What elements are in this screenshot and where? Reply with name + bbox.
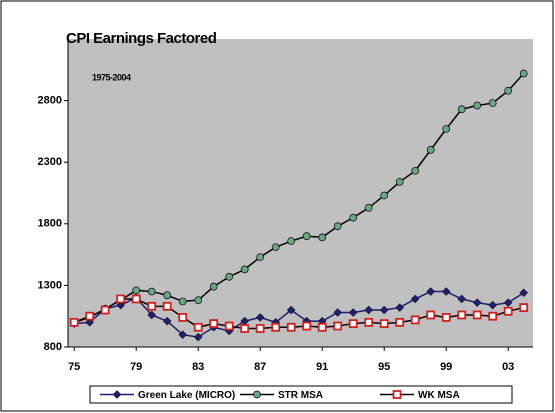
data-point — [379, 305, 389, 315]
data-point — [147, 301, 157, 311]
data-point — [256, 253, 265, 261]
data-point — [225, 272, 234, 281]
y-tick-label: 1800 — [38, 218, 62, 230]
data-point — [364, 317, 374, 327]
data-point — [395, 178, 404, 186]
data-point — [193, 322, 203, 332]
data-point — [379, 319, 389, 328]
data-point — [131, 294, 141, 304]
data-point — [255, 324, 265, 333]
data-point — [286, 322, 296, 332]
data-point — [240, 324, 250, 333]
data-point — [364, 203, 373, 212]
data-point — [441, 287, 451, 296]
data-point — [178, 297, 187, 306]
legend-marker — [112, 390, 122, 399]
data-point — [194, 296, 203, 305]
data-point — [271, 322, 281, 332]
data-point — [333, 321, 343, 331]
data-point — [147, 310, 157, 320]
data-point — [519, 288, 529, 298]
data-point — [132, 286, 141, 295]
y-tick-label: 2300 — [38, 156, 62, 168]
data-point — [488, 300, 498, 310]
data-point — [426, 310, 436, 320]
data-point — [503, 306, 513, 316]
data-point — [410, 294, 420, 304]
x-tick-label: 75 — [68, 361, 80, 373]
data-point — [85, 311, 95, 321]
data-point — [503, 298, 513, 308]
data-point — [162, 316, 172, 326]
data-point — [488, 99, 497, 107]
data-point — [100, 305, 110, 315]
data-point — [193, 332, 203, 342]
legend-marker — [392, 390, 402, 399]
data-point — [209, 282, 218, 291]
y-tick-label: 1300 — [38, 279, 62, 291]
data-point — [519, 69, 528, 78]
data-point — [472, 310, 482, 320]
data-point — [271, 243, 280, 252]
data-point — [395, 317, 405, 327]
legend — [89, 385, 513, 404]
data-point — [240, 265, 249, 274]
data-point — [224, 321, 234, 331]
data-point — [504, 86, 513, 95]
data-point — [333, 308, 343, 317]
data-point — [380, 191, 389, 200]
x-tick-label: 79 — [130, 361, 142, 373]
data-point — [287, 237, 296, 245]
data-point — [426, 146, 435, 154]
legend-marker — [253, 390, 261, 399]
data-point — [426, 287, 436, 296]
data-point — [442, 125, 451, 133]
data-point — [457, 105, 466, 114]
data-point — [395, 303, 405, 312]
x-tick-label: 83 — [192, 361, 204, 373]
data-point — [178, 313, 188, 322]
annotation: 1975-2004 — [92, 72, 131, 82]
data-point — [364, 305, 374, 315]
data-point — [302, 232, 311, 240]
data-point — [69, 317, 79, 327]
data-point — [472, 298, 482, 308]
legend-label: Green Lake (MICRO) — [138, 390, 235, 401]
data-point — [333, 222, 342, 231]
data-point — [457, 310, 467, 320]
legend-label: STR MSA — [278, 390, 323, 401]
data-point — [318, 233, 327, 242]
data-point — [116, 294, 126, 304]
data-point — [255, 313, 265, 322]
data-point — [488, 311, 498, 321]
data-point — [349, 213, 358, 222]
data-point — [147, 287, 156, 296]
data-point — [410, 315, 420, 325]
data-point — [348, 319, 358, 328]
y-tick-label: 2800 — [38, 95, 62, 107]
data-point — [286, 305, 296, 315]
data-point — [163, 291, 172, 300]
data-point — [317, 322, 327, 332]
y-tick-label: 800 — [44, 341, 62, 353]
data-point — [519, 303, 529, 312]
data-point — [457, 294, 467, 304]
data-point — [441, 313, 451, 322]
x-tick-label: 87 — [254, 361, 266, 373]
legend-label: WK MSA — [418, 390, 460, 401]
data-point — [411, 166, 420, 175]
data-point — [162, 301, 172, 311]
x-tick-label: 95 — [378, 361, 390, 373]
x-tick-label: 99 — [440, 361, 452, 373]
data-point — [209, 319, 219, 328]
data-point — [473, 101, 482, 110]
x-tick-label: 03 — [502, 361, 514, 373]
data-point — [178, 330, 188, 340]
data-point — [302, 321, 312, 331]
data-point — [348, 308, 358, 317]
chart-title: CPI Earnings Factored — [66, 30, 217, 47]
x-tick-label: 91 — [316, 361, 328, 373]
